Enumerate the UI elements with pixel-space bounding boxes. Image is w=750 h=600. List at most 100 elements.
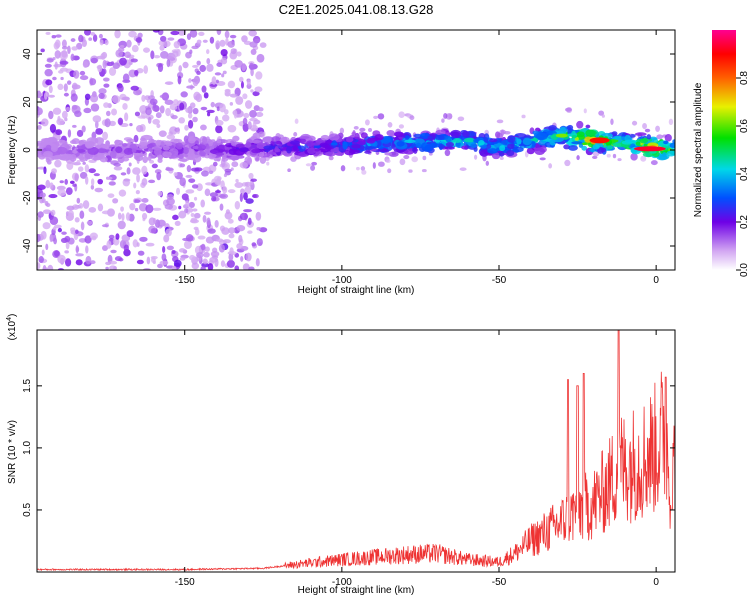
spectrogram-peak <box>633 146 666 152</box>
spectrogram-cell <box>232 135 240 142</box>
spectrogram-cell <box>112 198 119 204</box>
spectrogram-cell <box>530 141 536 147</box>
spectrogram-cell <box>206 63 214 72</box>
spectrogram-cell <box>428 142 441 148</box>
spectrogram-cell <box>610 118 614 125</box>
spectrogram-cell <box>248 172 254 180</box>
colorbar-tick-label: 0.8 <box>739 71 750 85</box>
spectrogram-cell <box>424 144 431 152</box>
spectrogram-cell <box>100 53 106 60</box>
spectrogram-cell <box>188 178 196 183</box>
spectrogram-cell <box>211 196 217 202</box>
spectrogram-cell <box>135 37 143 43</box>
spectrogram-cell <box>215 119 224 127</box>
spectrogram-cell <box>84 141 95 149</box>
spectrogram-cell <box>324 144 332 152</box>
spectrogram-cell <box>147 155 152 161</box>
spectrogram-cell <box>409 115 415 121</box>
spectrogram-cell <box>178 248 186 253</box>
spectrogram-cell <box>94 120 99 129</box>
spectrogram-cell <box>202 39 208 43</box>
spectrogram-cell <box>123 244 129 252</box>
spectrogram-cell <box>63 83 68 92</box>
spectrogram-cell <box>435 129 446 136</box>
spectrogram-cell <box>71 104 78 110</box>
spectrogram-cell <box>188 78 192 83</box>
spectrogram-cell <box>64 235 71 243</box>
spectrogram-cell <box>92 34 98 42</box>
spectrogram-cell <box>130 58 138 63</box>
spectrogram-cell <box>245 198 254 204</box>
spectrogram-cell <box>668 118 674 126</box>
spectrogram-cell <box>189 102 196 109</box>
spectrogram-cell <box>250 48 257 56</box>
spectrogram-cell <box>219 193 229 199</box>
spectrogram-cell <box>72 183 77 187</box>
spectrogram-cell <box>136 125 144 133</box>
spectrogram-cell <box>122 103 128 110</box>
spectrogram-cell <box>629 133 636 138</box>
spectrogram-cell <box>583 108 587 114</box>
spectrogram-cell <box>219 103 226 113</box>
spectrogram-cell <box>189 30 198 38</box>
spectrogram-cell <box>328 155 334 161</box>
spectrogram-cell <box>178 117 186 124</box>
spectrogram-cell <box>193 212 201 219</box>
spectrogram-cell <box>287 168 291 173</box>
spectrogram-cell <box>220 260 226 268</box>
spectrogram-cell <box>342 141 348 150</box>
spectrogram-cell <box>271 136 281 143</box>
spectrogram-cell <box>150 228 157 234</box>
spectrogram-cell <box>190 167 200 172</box>
spectrogram-cell <box>427 135 433 139</box>
spectrogram-cell <box>455 141 461 147</box>
spectrogram-cell <box>568 145 578 151</box>
spectrogram-cell <box>239 147 249 153</box>
spectrogram-cell <box>325 151 336 157</box>
spectrogram-cell <box>162 245 166 253</box>
spectrogram-cell <box>121 96 130 101</box>
spectrogram-cell <box>61 231 67 235</box>
spectrogram-cell <box>192 77 199 87</box>
spectrogram-cell <box>242 263 250 270</box>
spectrogram-cell <box>192 64 199 68</box>
snr-ytick-label: 0.5 <box>22 503 33 517</box>
spectrogram-cell <box>71 138 80 145</box>
spectrogram-cell <box>195 93 203 103</box>
spectrogram-cell <box>134 69 139 77</box>
spectrogram-cell <box>61 39 67 48</box>
spectrogram-cell <box>166 245 174 251</box>
colorbar-gradient <box>712 30 736 270</box>
spectrogram-cell <box>64 258 72 267</box>
spectrogram-cell <box>115 146 123 154</box>
spectrogram-cell <box>132 167 141 175</box>
spectrogram-cell <box>413 146 418 154</box>
spectrogram-cell <box>403 154 410 160</box>
spectrogram-cell <box>255 71 263 80</box>
spectrogram-cell <box>222 114 230 122</box>
spectrogram-cell <box>109 265 117 270</box>
spectrogram-cell <box>90 184 95 190</box>
spectrogram-cell <box>453 138 462 144</box>
spectrogram-cell <box>242 93 248 100</box>
spectrogram-cell <box>169 103 178 111</box>
spectrogram-cell <box>227 80 236 89</box>
colorbar-tick-label: 0.2 <box>739 215 750 229</box>
spectrogram-cell <box>235 143 245 148</box>
spectrogram-cell <box>70 93 78 102</box>
spectrogram-cell <box>65 106 71 112</box>
spectrogram-cell <box>224 30 230 39</box>
spectrogram-cell <box>148 217 156 226</box>
spectrogram-cell <box>74 110 82 118</box>
spectrogram-cell <box>165 140 171 145</box>
spectrogram-cell <box>507 143 515 150</box>
spectrogram-cell <box>166 59 171 68</box>
spectrogram-cell <box>90 178 95 186</box>
spectrogram-cell <box>166 134 176 140</box>
spectrogram-cell <box>75 245 79 254</box>
spectrogram-cell <box>89 78 97 86</box>
colorbar-ticks: 0.0 0.2 0.4 0.6 0.8 <box>736 71 750 277</box>
spectrogram-cell <box>221 227 230 235</box>
spectrogram-cell <box>141 212 148 220</box>
spectrogram-cell <box>85 245 89 254</box>
